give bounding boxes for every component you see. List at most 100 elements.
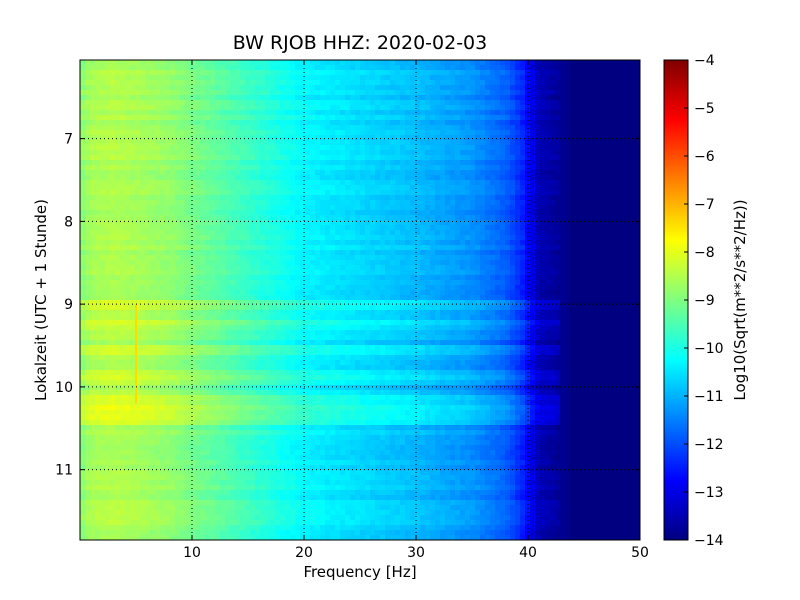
heatmap-cell <box>225 60 231 66</box>
heatmap-cell <box>120 275 126 281</box>
heatmap-cell <box>345 235 351 241</box>
heatmap-cell <box>480 155 486 161</box>
heatmap-cell <box>365 140 371 146</box>
heatmap-cell <box>545 170 551 176</box>
heatmap-cell <box>275 155 281 161</box>
heatmap-cell <box>300 165 306 171</box>
heatmap-cell <box>480 200 486 206</box>
heatmap-cell <box>240 160 246 166</box>
heatmap-cell <box>525 140 531 146</box>
heatmap-cell <box>245 65 251 71</box>
heatmap-cell <box>130 175 136 181</box>
heatmap-cell <box>480 265 486 271</box>
heatmap-cell <box>560 135 566 141</box>
heatmap-cell <box>635 165 640 171</box>
heatmap-cell <box>480 90 486 96</box>
heatmap-cell <box>630 185 636 191</box>
heatmap-cell <box>330 190 336 196</box>
heatmap-cell <box>415 80 421 86</box>
heatmap-cell <box>475 255 481 261</box>
heatmap-cell <box>235 130 241 136</box>
heatmap-cell <box>525 180 531 186</box>
heatmap-cell <box>125 115 131 121</box>
heatmap-cell <box>445 185 451 191</box>
heatmap-cell <box>555 190 561 196</box>
heatmap-cell <box>230 180 236 186</box>
heatmap-cell <box>340 260 346 266</box>
heatmap-cell <box>210 240 216 246</box>
heatmap-cell <box>400 215 406 221</box>
heatmap-cell <box>155 280 161 286</box>
heatmap-cell <box>95 160 101 166</box>
heatmap-cell <box>245 235 251 241</box>
heatmap-cell <box>345 230 351 236</box>
heatmap-cell <box>345 255 351 261</box>
heatmap-cell <box>405 220 411 226</box>
heatmap-cell <box>525 225 531 231</box>
heatmap-cell <box>625 185 631 191</box>
heatmap-cell <box>575 275 581 281</box>
heatmap-cell <box>605 155 611 161</box>
heatmap-cell <box>250 265 256 271</box>
heatmap-cell <box>360 70 366 76</box>
heatmap-cell <box>95 115 101 121</box>
heatmap-cell <box>360 75 366 81</box>
heatmap-cell <box>375 125 381 131</box>
heatmap-cell <box>555 220 561 226</box>
heatmap-cell <box>140 230 146 236</box>
heatmap-cell <box>490 80 496 86</box>
heatmap-cell <box>290 160 296 166</box>
heatmap-cell <box>145 210 151 216</box>
heatmap-cell <box>285 80 291 86</box>
heatmap-cell <box>240 210 246 216</box>
heatmap-cell <box>540 235 546 241</box>
heatmap-cell <box>440 140 446 146</box>
heatmap-cell <box>310 220 316 226</box>
heatmap-cell <box>120 115 126 121</box>
heatmap-cell <box>390 205 396 211</box>
heatmap-cell <box>520 190 526 196</box>
heatmap-cell <box>205 260 211 266</box>
heatmap-cell <box>245 245 251 251</box>
heatmap-cell <box>255 190 261 196</box>
heatmap-cell <box>295 150 301 156</box>
heatmap-cell <box>185 275 191 281</box>
heatmap-cell <box>190 255 196 261</box>
heatmap-cell <box>505 115 511 121</box>
heatmap-cell <box>455 95 461 101</box>
heatmap-cell <box>270 275 276 281</box>
heatmap-cell <box>570 260 576 266</box>
heatmap-cell <box>265 200 271 206</box>
heatmap-cell <box>195 145 201 151</box>
heatmap-cell <box>390 130 396 136</box>
heatmap-cell <box>170 145 176 151</box>
heatmap-cell <box>205 240 211 246</box>
heatmap-cell <box>485 215 491 221</box>
heatmap-cell <box>340 280 346 286</box>
heatmap-cell <box>385 185 391 191</box>
heatmap-cell <box>460 165 466 171</box>
heatmap-cell <box>385 155 391 161</box>
heatmap-cell <box>205 195 211 201</box>
heatmap-cell <box>195 210 201 216</box>
heatmap-cell <box>80 210 86 216</box>
heatmap-cell <box>585 140 591 146</box>
heatmap-cell <box>80 160 86 166</box>
heatmap-cell <box>215 275 221 281</box>
heatmap-cell <box>255 65 261 71</box>
heatmap-cell <box>435 230 441 236</box>
heatmap-cell <box>480 195 486 201</box>
heatmap-cell <box>295 60 301 66</box>
heatmap-cell <box>200 200 206 206</box>
heatmap-cell <box>150 130 156 136</box>
heatmap-cell <box>355 200 361 206</box>
heatmap-cell <box>635 215 640 221</box>
heatmap-cell <box>590 180 596 186</box>
heatmap-cell <box>170 80 176 86</box>
heatmap-cell <box>220 230 226 236</box>
heatmap-cell <box>620 240 626 246</box>
heatmap-cell <box>190 220 196 226</box>
heatmap-cell <box>465 170 471 176</box>
heatmap-cell <box>150 255 156 261</box>
heatmap-cell <box>455 230 461 236</box>
